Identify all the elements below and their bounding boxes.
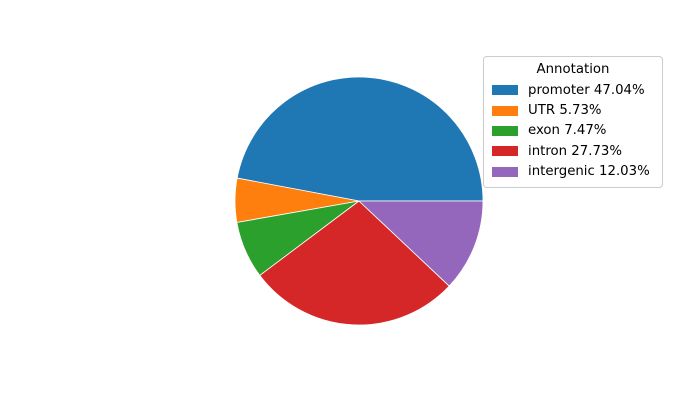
pie-slice-intron bbox=[259, 200, 450, 326]
legend-swatch-icon bbox=[492, 105, 518, 116]
legend-swatch-icon bbox=[492, 125, 518, 136]
legend-item-label: UTR 5.73% bbox=[528, 103, 602, 119]
legend-item-exon: exon 7.47% bbox=[490, 121, 656, 141]
legend-items: promoter 47.04% UTR 5.73% exon 7.47% intron… bbox=[490, 80, 656, 182]
legend-item-intergenic: intergenic 12.03% bbox=[490, 162, 656, 182]
legend-item-label: intron 27.73% bbox=[528, 143, 623, 159]
legend-item-promoter: promoter 47.04% bbox=[490, 80, 656, 100]
legend-item-intron: intron 27.73% bbox=[490, 141, 656, 161]
legend-item-UTR: UTR 5.73% bbox=[490, 100, 656, 120]
legend-swatch-icon bbox=[492, 166, 518, 177]
legend-box: Annotation promoter 47.04% UTR 5.73% exon … bbox=[483, 56, 663, 188]
legend-item-label: intergenic 12.03% bbox=[528, 164, 650, 180]
legend-swatch-icon bbox=[492, 146, 518, 157]
pie-slice-promoter bbox=[236, 76, 484, 202]
legend-item-label: exon 7.47% bbox=[528, 123, 607, 139]
legend-item-label: promoter 47.04% bbox=[528, 82, 645, 98]
pie-slice-intergenic bbox=[358, 200, 484, 287]
legend-swatch-icon bbox=[492, 85, 518, 96]
legend-title: Annotation bbox=[536, 62, 610, 77]
